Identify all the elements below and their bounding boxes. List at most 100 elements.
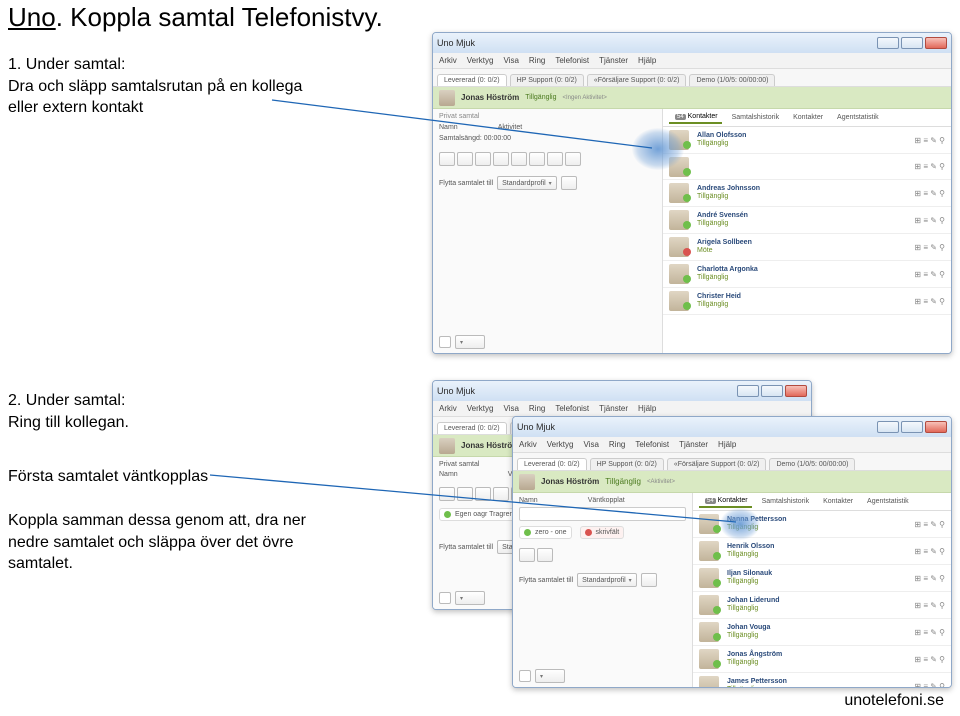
presence-dot-icon xyxy=(683,141,691,149)
section-2b: Första samtalet väntkopplas xyxy=(8,466,208,488)
window-titlebar[interactable]: Uno Mjuk xyxy=(433,381,811,401)
phone-icon[interactable] xyxy=(519,670,531,682)
menu-item[interactable]: Visa xyxy=(503,56,518,65)
contact-row[interactable]: ⊞ ≡ ✎ ⚲ xyxy=(663,154,951,180)
maximize-button[interactable] xyxy=(901,37,923,49)
contact-row[interactable]: Andreas JohnssonTillgänglig⊞ ≡ ✎ ⚲ xyxy=(663,180,951,207)
tool-button[interactable] xyxy=(565,152,581,166)
contact-row[interactable]: James PetterssonTillgänglig⊞ ≡ ✎ ⚲ xyxy=(693,673,951,687)
section-2-line1: Ring till kollegan. xyxy=(8,412,129,434)
contact-action-icons[interactable]: ⊞ ≡ ✎ ⚲ xyxy=(914,655,945,664)
contact-row[interactable]: André SvensénTillgänglig⊞ ≡ ✎ ⚲ xyxy=(663,207,951,234)
contact-action-icons[interactable]: ⊞ ≡ ✎ ⚲ xyxy=(914,628,945,637)
contact-info: Christer HeidTillgänglig xyxy=(697,293,908,308)
window-titlebar[interactable]: Uno Mjuk xyxy=(513,417,951,437)
parked-call-chip[interactable]: skrivfält xyxy=(580,526,625,539)
contact-row[interactable]: Jonas ÅngströmTillgänglig ⊞ ≡ ✎ ⚲ xyxy=(693,646,951,673)
contact-row[interactable]: Nanna PetterssonTillgänglig⊞ ≡ ✎ ⚲ xyxy=(693,511,951,538)
menu-item[interactable]: Verktyg xyxy=(467,56,494,65)
tool-button[interactable] xyxy=(457,152,473,166)
right-tab[interactable]: Kontakter xyxy=(789,112,827,123)
minimize-button[interactable] xyxy=(877,37,899,49)
contact-action-icons[interactable]: ⊞ ≡ ✎ ⚲ xyxy=(914,189,945,198)
call-toolbar xyxy=(439,152,656,166)
status-dropdown[interactable] xyxy=(455,335,485,349)
contact-info: Arigela SollbeenMöte xyxy=(697,239,908,254)
menu-item[interactable]: Tjänster xyxy=(599,56,628,65)
queue-tab[interactable]: Demo (1/0/5: 00/00:00) xyxy=(689,74,775,86)
page-title-uno: Uno xyxy=(8,2,56,32)
window-title: Uno Mjuk xyxy=(437,38,475,48)
tool-button[interactable] xyxy=(439,152,455,166)
queue-tab[interactable]: Levererad (0: 0/2) xyxy=(437,74,507,86)
menu-item[interactable]: Ring xyxy=(529,56,545,65)
contact-action-icons[interactable]: ⊞ ≡ ✎ ⚲ xyxy=(914,520,945,529)
minimize-button[interactable] xyxy=(737,385,759,397)
search-input[interactable] xyxy=(519,507,686,521)
right-tab[interactable]: Samtalshistorik xyxy=(728,112,783,123)
contact-action-icons[interactable]: ⊞ ≡ ✎ ⚲ xyxy=(914,547,945,556)
contact-row[interactable]: Iljan SilonaukTillgänglig⊞ ≡ ✎ ⚲ xyxy=(693,565,951,592)
maximize-button[interactable] xyxy=(761,385,783,397)
contact-action-icons[interactable]: ⊞ ≡ ✎ ⚲ xyxy=(914,162,945,171)
transfer-target-dropdown[interactable]: Standardprofil xyxy=(577,573,637,587)
active-call-chip[interactable]: Egen oagr Tragren xyxy=(439,508,518,521)
contact-info: Jonas ÅngströmTillgänglig xyxy=(727,651,908,666)
contact-info: Johan LiderundTillgänglig xyxy=(727,597,908,612)
queue-tab[interactable]: «Försäljare Support (0: 0/2) xyxy=(587,74,687,86)
contact-action-icons[interactable]: ⊞ ≡ ✎ ⚲ xyxy=(914,136,945,145)
contact-action-icons[interactable]: ⊞ ≡ ✎ ⚲ xyxy=(914,243,945,252)
menu-item[interactable]: Telefonist xyxy=(555,56,589,65)
presence-dot-icon xyxy=(683,221,691,229)
menu-item[interactable]: Hjälp xyxy=(638,56,656,65)
window-buttons xyxy=(877,37,947,49)
close-button[interactable] xyxy=(785,385,807,397)
presence-dot-icon xyxy=(683,168,691,176)
self-status[interactable]: Tillgänglig xyxy=(525,94,556,101)
call-panel: Namn Väntkopplat zero - one skrivfält F xyxy=(513,493,693,687)
phone-icon[interactable] xyxy=(439,592,451,604)
menu-item[interactable]: Arkiv xyxy=(439,56,457,65)
right-tab-contacts[interactable]: 54 Kontakter xyxy=(699,495,752,508)
presence-dot-icon xyxy=(713,579,721,587)
contact-row[interactable]: Johan VougaTillgänglig⊞ ≡ ✎ ⚲ xyxy=(693,619,951,646)
tool-button[interactable] xyxy=(529,152,545,166)
tool-button[interactable] xyxy=(547,152,563,166)
active-call-chip[interactable]: zero - one xyxy=(519,526,572,539)
contact-row[interactable]: Arigela SollbeenMöte ⊞ ≡ ✎ ⚲ xyxy=(663,234,951,261)
queue-tab[interactable]: HP Support (0: 0/2) xyxy=(510,74,584,86)
window-titlebar[interactable]: Uno Mjuk xyxy=(433,33,951,53)
tool-button[interactable] xyxy=(493,152,509,166)
contact-row[interactable]: Charlotta ArgonkaTillgänglig⊞ ≡ ✎ ⚲ xyxy=(663,261,951,288)
app-window-front: Uno Mjuk Arkiv Verktyg Visa Ring Telefon… xyxy=(512,416,952,688)
contact-row[interactable]: Christer HeidTillgänglig ⊞ ≡ ✎ ⚲ xyxy=(663,288,951,315)
maximize-button[interactable] xyxy=(901,421,923,433)
transfer-label: Flytta samtalet till xyxy=(439,180,493,187)
contact-info: Henrik OlssonTillgänglig xyxy=(727,543,908,558)
contact-action-icons[interactable]: ⊞ ≡ ✎ ⚲ xyxy=(914,270,945,279)
contact-action-icons[interactable]: ⊞ ≡ ✎ ⚲ xyxy=(914,216,945,225)
section-2-heading: 2. Under samtal: xyxy=(8,390,129,412)
tool-button[interactable] xyxy=(475,152,491,166)
right-tabs: 54 Kontakter Samtalshistorik Kontakter A… xyxy=(663,109,951,127)
contact-row[interactable]: Johan LiderundTillgänglig ⊞ ≡ ✎ ⚲ xyxy=(693,592,951,619)
presence-dot-icon xyxy=(683,275,691,283)
contact-row[interactable]: Allan OlofssonTillgänglig⊞ ≡ ✎ ⚲ xyxy=(663,127,951,154)
close-button[interactable] xyxy=(925,37,947,49)
phone-icon[interactable] xyxy=(439,336,451,348)
contact-action-icons[interactable]: ⊞ ≡ ✎ ⚲ xyxy=(914,297,945,306)
tool-button[interactable] xyxy=(511,152,527,166)
minimize-button[interactable] xyxy=(877,421,899,433)
right-tab-contacts[interactable]: 54 Kontakter xyxy=(669,111,722,124)
contact-action-icons[interactable]: ⊞ ≡ ✎ ⚲ xyxy=(914,574,945,583)
transfer-target-dropdown[interactable]: Standardprofil xyxy=(497,176,557,190)
contact-row[interactable]: Henrik OlssonTillgänglig ⊞ ≡ ✎ ⚲ xyxy=(693,538,951,565)
go-button[interactable] xyxy=(561,176,577,190)
self-activity[interactable]: <Ingen Aktivitet> xyxy=(563,95,607,101)
queue-tabs: Levererad (0: 0/2) HP Support (0: 0/2) «… xyxy=(433,69,951,87)
contact-action-icons[interactable]: ⊞ ≡ ✎ ⚲ xyxy=(914,682,945,688)
right-tab[interactable]: Agentstatistik xyxy=(833,112,883,123)
close-button[interactable] xyxy=(925,421,947,433)
contact-action-icons[interactable]: ⊞ ≡ ✎ ⚲ xyxy=(914,601,945,610)
page-title: Uno. Koppla samtal Telefonistvy. xyxy=(8,2,383,33)
